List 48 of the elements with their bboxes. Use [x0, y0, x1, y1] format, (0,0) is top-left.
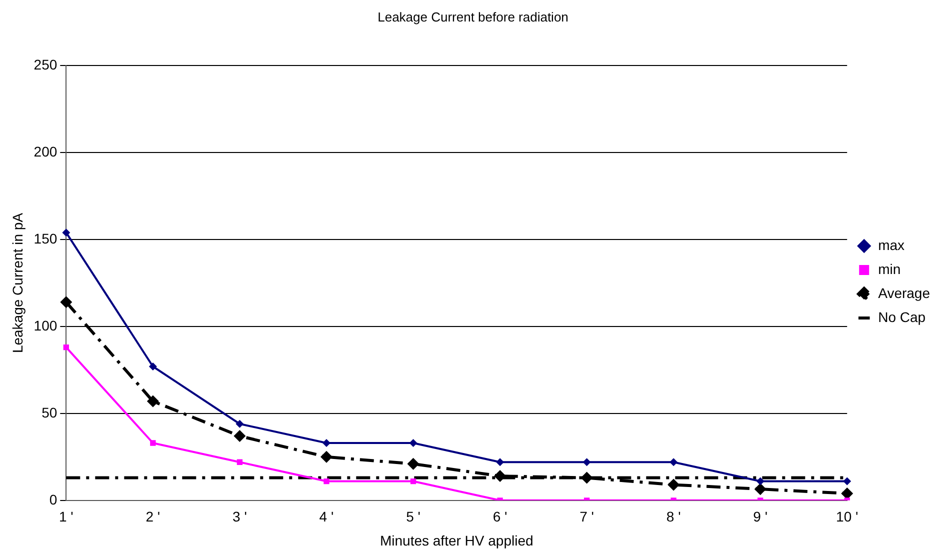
legend-label: Average — [878, 284, 930, 301]
point — [494, 470, 506, 482]
y-tick-label: 250 — [34, 56, 58, 72]
point — [150, 440, 156, 446]
point — [496, 458, 504, 466]
point — [580, 472, 593, 484]
point — [756, 477, 764, 486]
point — [320, 450, 332, 463]
y-axis-title: Leakage Current in pA — [9, 212, 26, 354]
point — [841, 487, 854, 500]
y-tick-label: 200 — [34, 143, 58, 160]
x-tick-label: 7 ' — [580, 508, 594, 525]
x-tick-label: 4 ' — [319, 508, 334, 525]
point — [582, 458, 591, 466]
legend-label: No Cap — [878, 308, 926, 325]
x-tick-label: 10 ' — [836, 508, 858, 525]
point — [668, 478, 680, 491]
x-tick-label: 9 ' — [753, 508, 768, 525]
point — [407, 458, 420, 470]
y-tick-label: 50 — [42, 404, 58, 420]
point — [236, 420, 244, 428]
x-tick-label: 6 ' — [492, 508, 508, 525]
x-tick-label: 8 ' — [666, 508, 681, 525]
x-tick-label: 3 ' — [232, 508, 247, 525]
x-tick-label: 5 ' — [406, 508, 420, 525]
point — [410, 478, 416, 484]
x-tick-label: 2 ' — [146, 508, 160, 525]
chart-title: Leakage Current before radiation — [378, 9, 568, 24]
y-tick-label: 150 — [34, 230, 58, 246]
y-tick-label: 100 — [34, 317, 58, 334]
point — [63, 344, 69, 350]
x-tick-label: 1 ' — [58, 508, 74, 525]
point — [843, 477, 852, 486]
legend-label: max — [878, 236, 905, 253]
point — [322, 439, 330, 448]
point — [754, 483, 766, 496]
point — [670, 458, 678, 466]
y-tick-label: 0 — [49, 491, 58, 508]
point — [324, 478, 330, 484]
x-axis-title: Minutes after HV applied — [380, 532, 534, 548]
point — [148, 362, 157, 370]
point — [236, 459, 243, 465]
point — [234, 430, 246, 442]
point — [60, 296, 72, 308]
point — [62, 228, 70, 237]
point — [409, 439, 418, 448]
legend-label: min — [878, 260, 901, 277]
point — [146, 395, 159, 408]
